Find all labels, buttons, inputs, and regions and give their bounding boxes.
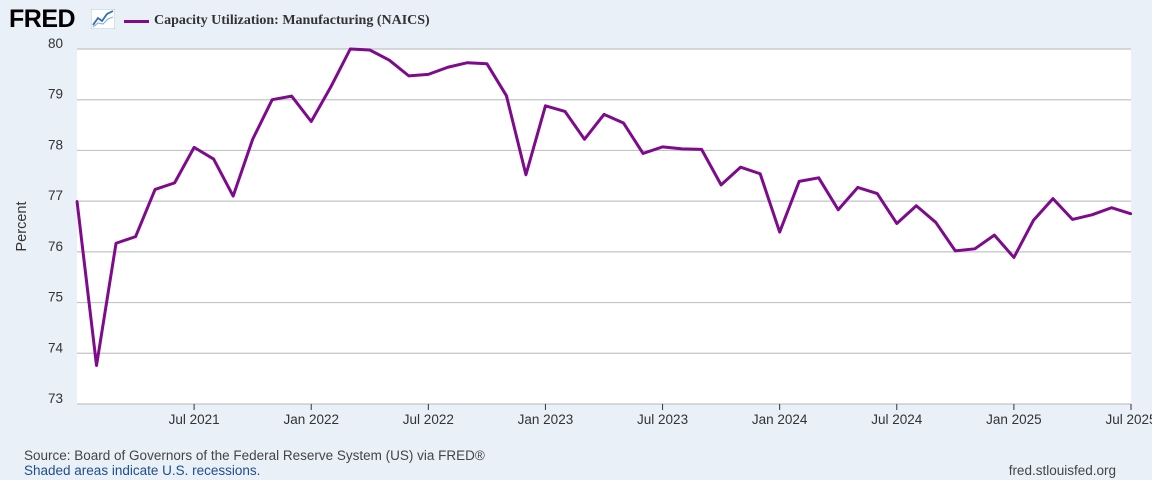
trend-line-icon xyxy=(91,9,115,29)
data-point[interactable] xyxy=(700,148,703,151)
data-point[interactable] xyxy=(251,138,254,141)
data-point[interactable] xyxy=(1129,212,1133,216)
data-point[interactable] xyxy=(915,204,918,207)
data-point[interactable] xyxy=(388,58,391,62)
data-point[interactable] xyxy=(739,165,742,169)
data-point[interactable] xyxy=(993,233,996,237)
data-point[interactable] xyxy=(95,364,98,367)
data-point[interactable] xyxy=(544,104,547,108)
data-point[interactable] xyxy=(192,146,196,149)
y-tick-label: 74 xyxy=(48,340,64,355)
data-point[interactable] xyxy=(680,147,684,151)
data-point[interactable] xyxy=(1012,256,1016,259)
data-point[interactable] xyxy=(719,183,723,187)
fred-url-link[interactable]: fred.stlouisfed.org xyxy=(1008,463,1116,478)
data-point[interactable] xyxy=(349,47,352,51)
y-axis-label: Percent xyxy=(14,202,30,252)
y-tick-label: 75 xyxy=(48,290,63,305)
y-tick-label: 80 xyxy=(48,36,63,51)
y-axis-ticks: 73 74 75 76 77 78 79 80 xyxy=(48,36,64,406)
y-tick-label: 76 xyxy=(48,239,63,254)
x-tick-label: Jan 2025 xyxy=(986,412,1042,427)
data-point[interactable] xyxy=(75,199,79,203)
data-point[interactable] xyxy=(973,247,977,251)
data-point[interactable] xyxy=(368,48,371,52)
data-point[interactable] xyxy=(1110,206,1113,209)
x-tick-label: Jul 2023 xyxy=(637,412,688,427)
fred-logo[interactable]: FRED xyxy=(9,5,76,33)
x-tick-label: Jul 2024 xyxy=(871,412,923,427)
x-tick-label: Jan 2022 xyxy=(283,412,339,427)
x-tick-label: Jan 2023 xyxy=(518,412,574,427)
data-point[interactable] xyxy=(407,74,411,78)
source-note: Source: Board of Governors of the Federa… xyxy=(24,448,485,463)
data-point[interactable] xyxy=(622,121,625,125)
data-point[interactable] xyxy=(1051,197,1055,200)
x-axis-ticks: Jul 2021 Jan 2022 Jul 2022 Jan 2023 Jul 2023… xyxy=(169,404,1152,427)
data-point[interactable] xyxy=(524,173,528,176)
plot-area xyxy=(77,49,1131,404)
data-point[interactable] xyxy=(466,61,469,64)
data-point[interactable] xyxy=(1032,219,1035,222)
y-tick-label: 79 xyxy=(48,87,63,102)
data-point[interactable] xyxy=(134,235,137,238)
data-point[interactable] xyxy=(153,188,157,191)
chart-header: FRED Capacity Utilization: Manufacturing… xyxy=(0,0,1152,40)
data-point[interactable] xyxy=(329,85,332,89)
data-point[interactable] xyxy=(427,73,430,76)
x-tick-label: Jul 2021 xyxy=(169,412,220,427)
data-point[interactable] xyxy=(817,176,820,180)
recession-note[interactable]: Shaded areas indicate U.S. recessions. xyxy=(24,463,261,478)
data-point[interactable] xyxy=(876,192,879,195)
x-tick-label: Jan 2024 xyxy=(752,412,808,427)
data-point[interactable] xyxy=(934,221,938,224)
data-point[interactable] xyxy=(231,194,235,198)
data-point[interactable] xyxy=(173,181,176,185)
series-points xyxy=(75,47,1133,367)
data-point[interactable] xyxy=(290,94,293,98)
data-point[interactable] xyxy=(797,180,801,183)
data-point[interactable] xyxy=(563,110,567,113)
x-tick-label: Jul 2022 xyxy=(403,412,454,427)
data-point[interactable] xyxy=(505,94,508,97)
data-point[interactable] xyxy=(895,222,898,225)
data-point[interactable] xyxy=(1071,218,1074,221)
data-point[interactable] xyxy=(641,152,645,155)
legend-label: Capacity Utilization: Manufacturing (NAI… xyxy=(154,13,430,28)
data-point[interactable] xyxy=(583,138,586,141)
data-point[interactable] xyxy=(446,66,450,69)
data-point[interactable] xyxy=(114,242,118,245)
data-point[interactable] xyxy=(758,172,762,175)
data-point[interactable] xyxy=(954,249,957,253)
y-tick-label: 78 xyxy=(48,137,63,152)
data-point[interactable] xyxy=(837,208,840,211)
data-point[interactable] xyxy=(602,113,606,116)
y-tick-label: 73 xyxy=(48,391,63,406)
data-point[interactable] xyxy=(778,230,781,234)
data-point[interactable] xyxy=(1090,213,1094,217)
data-point[interactable] xyxy=(485,62,489,65)
data-point[interactable] xyxy=(310,120,313,123)
data-point[interactable] xyxy=(212,157,215,161)
data-point[interactable] xyxy=(856,186,859,189)
y-tick-label: 77 xyxy=(48,188,63,203)
data-point[interactable] xyxy=(661,145,664,149)
data-point[interactable] xyxy=(270,98,274,101)
legend-swatch xyxy=(124,20,149,23)
x-tick-label: Jul 2025 xyxy=(1105,412,1152,427)
